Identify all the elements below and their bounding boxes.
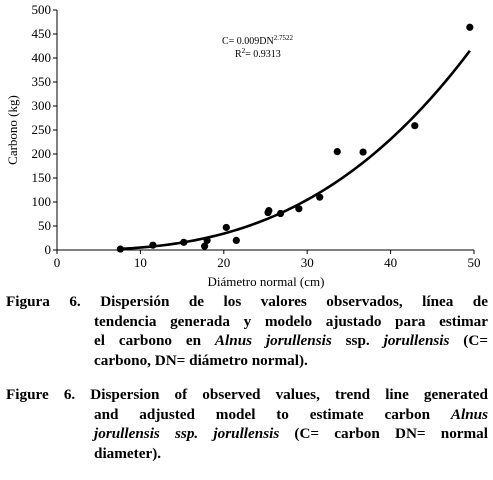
data-point (180, 238, 188, 246)
data-point (295, 205, 303, 213)
r2-prefix: R (235, 49, 242, 60)
data-point (265, 207, 273, 215)
caption-es-subspecies: jorullensis (383, 332, 450, 349)
trend-line (119, 49, 471, 251)
caption-en-line3-post: (C= carbon DN= normal (279, 425, 488, 442)
caption-en-line1: Figure 6. Dispersion of observed values,… (6, 386, 488, 403)
data-point (359, 148, 367, 156)
y-tick-label: 300 (32, 98, 52, 113)
data-point (149, 241, 157, 249)
equation-text: C= 0.009DN (222, 36, 274, 47)
caption-en-line2: and adjusted model to estimate carbon Al… (6, 405, 488, 425)
y-tick-label: 50 (38, 218, 51, 233)
x-tick-label: 50 (468, 255, 481, 270)
data-point (316, 193, 324, 201)
r2-value: = 0.9313 (245, 49, 281, 60)
data-point (201, 242, 209, 250)
caption-en-line4: diameter). (94, 444, 162, 462)
data-point (222, 223, 230, 232)
tick-layer: 0 50 100 150 200 250 300 350 400 450 500 0 10 20 30 40 5… (32, 2, 481, 270)
x-axis-label: Diámetro normal (cm) (208, 274, 325, 289)
equation-label: C= 0.009DN2.7522 (222, 34, 294, 47)
data-point (333, 148, 341, 156)
x-tick-label: 30 (301, 255, 314, 270)
data-point (203, 236, 211, 244)
y-axis-label: Carbono (kg) (5, 95, 20, 165)
data-point (411, 122, 419, 130)
points-layer (116, 23, 474, 253)
data-point (276, 209, 285, 218)
caption-en-genus: Alnus (450, 405, 488, 423)
data-point (232, 236, 240, 244)
equation-exponent: 2.7522 (274, 34, 294, 42)
y-tick-label: 350 (32, 74, 52, 89)
y-tick-label: 450 (32, 26, 52, 41)
r2-sup: 2 (242, 47, 246, 55)
x-tick-label: 0 (54, 255, 61, 270)
caption-en-species: jorullensis ssp. jorullensis (94, 425, 280, 442)
y-tick-label: 0 (45, 242, 52, 257)
y-tick-label: 150 (32, 170, 52, 185)
y-tick-label: 250 (32, 122, 52, 137)
caption-en-line2-pre: and adjusted model to estimate carbon (94, 405, 451, 423)
caption-es-line4: carbono, DN= diámetro normal). (94, 351, 308, 369)
data-point (466, 23, 474, 31)
caption-es-line3-post: (C= (449, 332, 488, 349)
r2-label: R2= 0.9313 (235, 47, 281, 60)
caption-es-line3-pre: el carbono en (94, 332, 215, 349)
caption-en-line3: jorullensis ssp. jorullensis (C= carbon … (6, 424, 488, 444)
x-tick-label: 40 (384, 255, 397, 270)
y-tick-label: 200 (32, 146, 52, 161)
caption-english: Figure 6. Dispersion of observed values,… (6, 385, 488, 463)
caption-es-line2: tendencia generada y modelo ajustado par… (94, 312, 488, 330)
x-tick-label: 10 (134, 255, 147, 270)
x-tick-label: 20 (217, 255, 230, 270)
scatter-chart: 0 50 100 150 200 250 300 350 400 450 500 0 10 20 30 40 5… (5, 2, 481, 289)
caption-es-line3-mid: ssp. (331, 332, 384, 349)
caption-es-line3: el carbono en Alnus jorullensis ssp. jor… (6, 331, 488, 351)
y-tick-label: 400 (32, 50, 52, 65)
caption-es-line1: Figura 6. Dispersión de los valores obse… (6, 293, 488, 310)
caption-spanish: Figura 6. Dispersión de los valores obse… (6, 292, 488, 370)
data-point (116, 245, 124, 253)
y-tick-label: 500 (32, 2, 52, 17)
y-tick-label: 100 (32, 194, 52, 209)
caption-es-species: Alnus jorullensis (214, 332, 332, 349)
